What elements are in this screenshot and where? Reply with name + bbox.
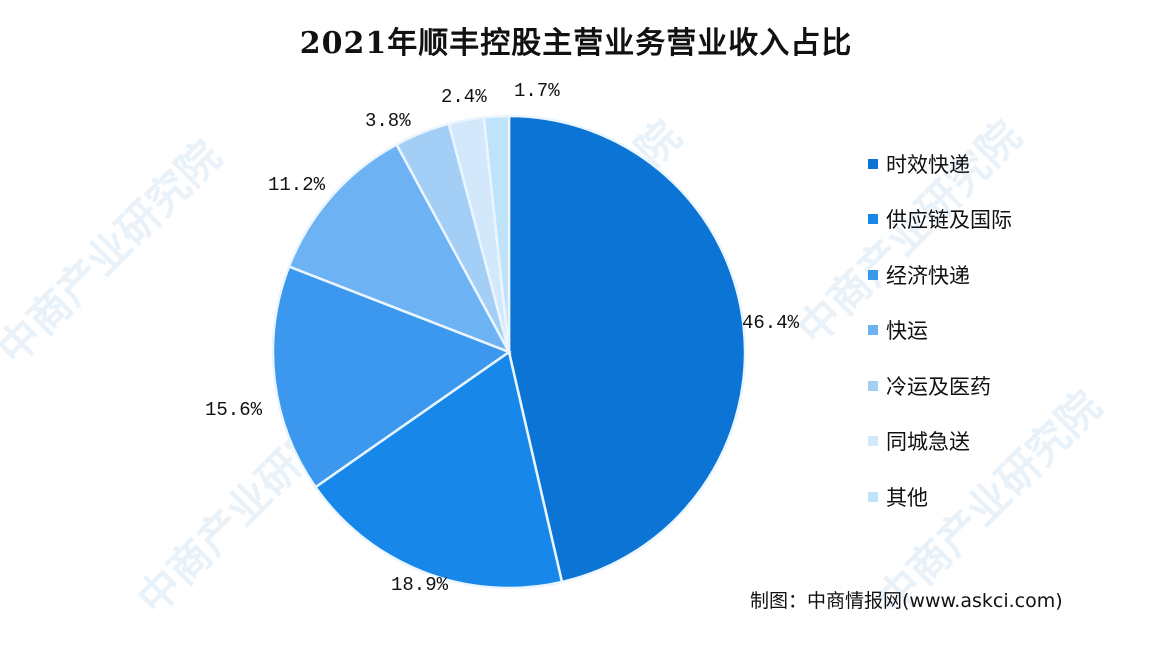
slice-label-5: 2.4%: [441, 86, 487, 108]
pie-slice-1: [313, 349, 564, 590]
source-credit: 制图：中商情报网(www.askci.com): [750, 590, 1063, 612]
slice-label-4: 3.8%: [365, 110, 411, 132]
slice-label-6: 1.7%: [514, 80, 560, 102]
legend-item-4: 冷运及医药: [868, 358, 1012, 414]
slice-label-0: 46.4%: [742, 312, 800, 334]
pie-slice-3: [287, 142, 512, 355]
legend-item-5: 同城急送: [868, 414, 1012, 470]
pie-slice-6: [482, 114, 511, 353]
pie-slice-0: [507, 114, 747, 584]
legend-item-1: 供应链及国际: [868, 192, 1012, 248]
legend-swatch-icon: [868, 380, 878, 391]
legend-swatch-icon: [868, 214, 878, 225]
slice-label-3: 11.2%: [268, 174, 326, 196]
legend-item-6: 其他: [868, 469, 1012, 525]
legend-swatch-icon: [868, 269, 878, 280]
slice-label-1: 18.9%: [391, 574, 449, 596]
slice-label-2: 15.6%: [205, 399, 263, 421]
legend-swatch-icon: [868, 158, 878, 169]
legend-swatch-icon: [868, 436, 878, 447]
legend-swatch-icon: [868, 325, 878, 336]
pie-slices: [271, 114, 747, 590]
pie-slice-2: [271, 264, 512, 489]
legend-item-0: 时效快递: [868, 136, 1012, 192]
legend-item-3: 快运: [868, 303, 1012, 359]
legend-swatch-icon: [868, 491, 878, 502]
legend: 时效快递 供应链及国际 经济快递 快运 冷运及医药 同城急送 其他: [868, 136, 1012, 525]
chart-title: 2021年顺丰控股主营业务营业收入占比: [299, 26, 853, 61]
legend-item-2: 经济快递: [868, 247, 1012, 303]
